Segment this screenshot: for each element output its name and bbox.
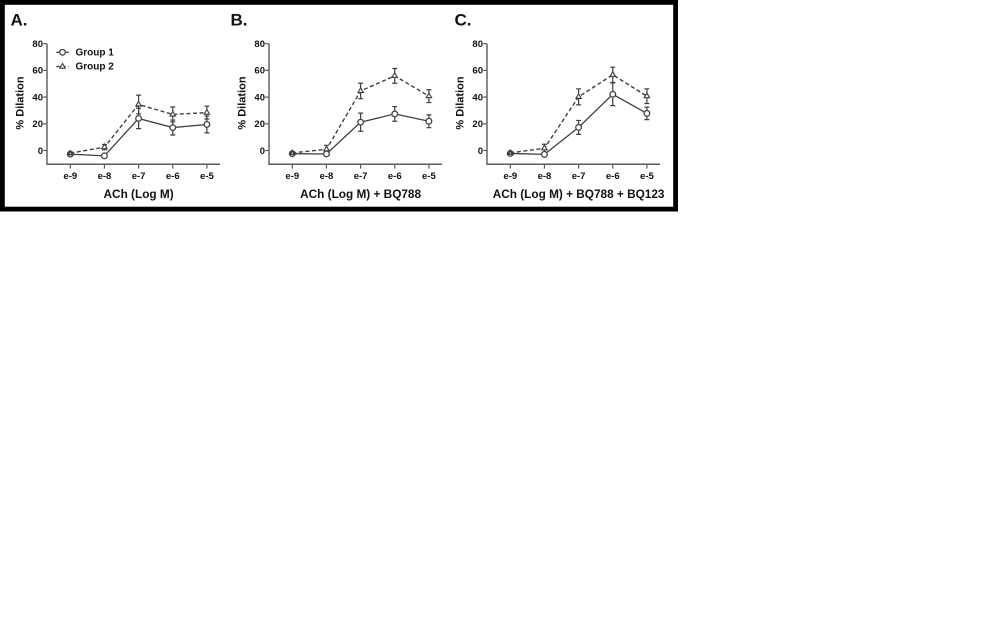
svg-text:60: 60: [32, 66, 43, 77]
svg-text:80: 80: [32, 39, 43, 50]
svg-text:20: 20: [32, 119, 43, 130]
svg-text:e-5: e-5: [422, 171, 436, 182]
svg-text:40: 40: [254, 92, 265, 103]
svg-text:80: 80: [254, 39, 265, 50]
svg-text:e-6: e-6: [388, 171, 402, 182]
svg-text:% Dilation: % Dilation: [454, 76, 466, 129]
svg-text:40: 40: [32, 92, 43, 103]
svg-text:e-7: e-7: [572, 171, 586, 182]
svg-text:0: 0: [478, 146, 483, 157]
svg-text:% Dilation: % Dilation: [236, 76, 248, 129]
svg-text:A.: A.: [11, 10, 28, 29]
svg-text:ACh (Log M) + BQ788: ACh (Log M) + BQ788: [300, 187, 421, 201]
svg-text:60: 60: [472, 66, 483, 77]
svg-text:80: 80: [472, 39, 483, 50]
svg-text:20: 20: [254, 119, 265, 130]
svg-text:40: 40: [472, 92, 483, 103]
svg-text:B.: B.: [231, 10, 248, 29]
svg-text:e-8: e-8: [538, 171, 552, 182]
svg-text:ACh (Log M) + BQ788 + BQ123: ACh (Log M) + BQ788 + BQ123: [493, 187, 665, 201]
svg-text:e-8: e-8: [98, 171, 112, 182]
svg-text:C.: C.: [455, 10, 472, 29]
svg-text:e-6: e-6: [166, 171, 180, 182]
svg-text:e-9: e-9: [503, 171, 517, 182]
svg-text:20: 20: [472, 119, 483, 130]
svg-text:e-5: e-5: [200, 171, 214, 182]
svg-text:e-6: e-6: [606, 171, 620, 182]
svg-text:% Dilation: % Dilation: [14, 76, 26, 129]
svg-text:0: 0: [38, 146, 43, 157]
svg-text:0: 0: [260, 146, 265, 157]
svg-text:e-9: e-9: [63, 171, 77, 182]
svg-text:e-5: e-5: [640, 171, 654, 182]
svg-text:e-8: e-8: [320, 171, 334, 182]
svg-text:ACh (Log M): ACh (Log M): [104, 187, 174, 201]
svg-text:e-9: e-9: [285, 171, 299, 182]
svg-text:e-7: e-7: [132, 171, 146, 182]
svg-text:60: 60: [254, 66, 265, 77]
svg-text:Group 2: Group 2: [76, 62, 115, 73]
svg-text:Group 1: Group 1: [76, 47, 115, 58]
svg-text:e-7: e-7: [354, 171, 368, 182]
